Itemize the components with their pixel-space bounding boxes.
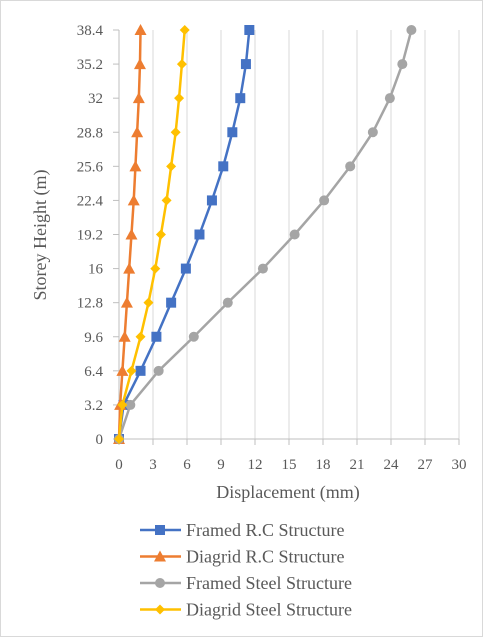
data-point xyxy=(227,127,238,138)
data-point xyxy=(134,24,147,35)
data-point xyxy=(135,331,146,342)
data-point xyxy=(131,126,144,138)
data-point xyxy=(125,399,136,410)
data-point xyxy=(143,297,154,308)
x-tick-label: 12 xyxy=(248,457,263,473)
data-point xyxy=(194,229,205,240)
legend-item: Diagrid Steel Structure xyxy=(140,600,352,620)
data-point xyxy=(345,161,356,172)
y-tick-label: 25.6 xyxy=(77,159,104,175)
data-point xyxy=(397,59,408,70)
data-point xyxy=(406,25,417,35)
legend-label: Framed Steel Structure xyxy=(186,573,352,593)
data-point xyxy=(114,434,124,444)
y-tick-label: 0 xyxy=(96,432,104,448)
x-tick-label: 6 xyxy=(183,457,191,473)
y-tick-label: 3.2 xyxy=(84,398,103,414)
data-point xyxy=(116,364,129,376)
legend-item: Framed Steel Structure xyxy=(140,573,352,593)
legend-label: Diagrid Steel Structure xyxy=(186,600,352,620)
legend-item: Diagrid R.C Structure xyxy=(140,547,344,567)
data-point xyxy=(151,331,162,342)
legend-swatch-marker xyxy=(154,550,166,562)
x-tick-label: 21 xyxy=(350,457,365,473)
legend-item: Framed R.C Structure xyxy=(140,520,344,540)
data-point xyxy=(118,330,131,342)
legend-swatch-marker xyxy=(155,525,165,535)
data-point xyxy=(117,399,128,410)
data-point xyxy=(188,331,199,342)
data-point xyxy=(180,263,191,274)
data-point xyxy=(161,195,172,206)
series-3 xyxy=(114,25,190,444)
x-tick-label: 27 xyxy=(418,457,434,473)
data-point xyxy=(240,59,251,70)
y-tick-label: 19.2 xyxy=(77,228,103,244)
legend-swatch-marker xyxy=(155,604,165,615)
data-point xyxy=(133,58,146,70)
data-point xyxy=(174,93,185,104)
y-tick-label: 6.4 xyxy=(84,364,103,380)
data-point xyxy=(153,365,164,376)
data-point xyxy=(129,160,142,172)
gridlines xyxy=(152,30,460,439)
data-point xyxy=(150,263,161,274)
axes: 0 3 6 9 12 15 18 21 24 27 30 0 3.2 6.4 9.6 12.8 16 19.2 22… xyxy=(77,23,467,473)
y-tick-label: 16 xyxy=(88,262,104,278)
series-layer xyxy=(113,24,417,444)
x-tick-label: 9 xyxy=(217,457,225,473)
data-point xyxy=(132,92,145,104)
data-point xyxy=(235,93,246,104)
y-tick-label: 9.6 xyxy=(84,330,103,346)
data-point xyxy=(367,127,378,138)
y-tick-label: 38.4 xyxy=(77,23,104,39)
x-tick-label: 3 xyxy=(149,457,157,473)
x-tick-label: 24 xyxy=(384,457,400,473)
y-tick-label: 22.4 xyxy=(77,193,104,209)
data-point xyxy=(155,229,166,240)
data-point xyxy=(166,297,177,308)
data-point xyxy=(123,262,136,274)
x-axis-title: Displacement (mm) xyxy=(216,482,359,503)
y-axis-title: Storey Height (m) xyxy=(30,170,51,301)
data-point xyxy=(384,93,395,104)
data-point xyxy=(120,296,133,308)
data-point xyxy=(244,25,255,35)
data-point xyxy=(257,263,268,274)
legend: Framed R.C Structure Diagrid R.C Structur… xyxy=(140,520,352,620)
x-tick-label: 30 xyxy=(452,457,467,473)
data-point xyxy=(126,365,137,376)
data-point xyxy=(218,161,229,172)
legend-label: Diagrid R.C Structure xyxy=(186,547,344,567)
data-point xyxy=(176,59,187,70)
y-tick-label: 28.8 xyxy=(77,125,103,141)
y-tick-label: 35.2 xyxy=(77,57,103,73)
legend-swatch-marker xyxy=(155,578,165,588)
data-point xyxy=(319,195,330,206)
data-point xyxy=(127,194,140,206)
y-tick-label: 12.8 xyxy=(77,296,103,312)
data-point xyxy=(170,127,181,138)
x-tick-label: 18 xyxy=(316,457,331,473)
data-point xyxy=(125,228,138,240)
data-point xyxy=(222,297,233,308)
data-point xyxy=(135,365,146,376)
series-0 xyxy=(114,25,255,444)
x-tick-label: 0 xyxy=(115,457,123,473)
legend-label: Framed R.C Structure xyxy=(186,520,344,540)
data-point xyxy=(179,25,190,35)
x-tick-label: 15 xyxy=(282,457,297,473)
data-point xyxy=(289,229,300,240)
data-point xyxy=(166,161,177,172)
y-tick-label: 32 xyxy=(88,91,103,107)
data-point xyxy=(206,195,217,206)
